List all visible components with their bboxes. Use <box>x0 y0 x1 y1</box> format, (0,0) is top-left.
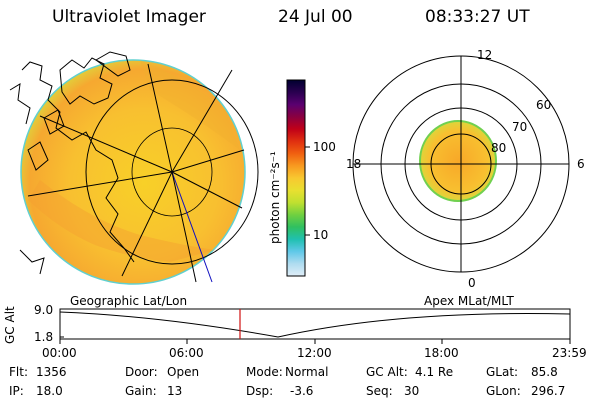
gain-value: 13 <box>167 384 183 398</box>
mlt-label-18: 18 <box>346 157 362 171</box>
gcalt-label: GC Alt: <box>366 365 408 379</box>
flt-value: 1356 <box>36 365 67 379</box>
gain-label: Gain: <box>125 384 157 398</box>
geographic-image <box>9 51 259 285</box>
dsp-value: -3.6 <box>290 384 314 398</box>
alt-xtick-1: 06:00 <box>169 346 204 360</box>
ip-value: 18.0 <box>36 384 63 398</box>
alt-xtick-4: 23:59 <box>552 346 587 360</box>
auroral-oval <box>419 120 497 202</box>
gcalt-value: 4.1 Re <box>415 365 454 379</box>
mlat-label-70: 70 <box>512 120 528 134</box>
mlt-label-12: 12 <box>477 48 493 62</box>
alt-ytick-top: 9.0 <box>34 303 54 317</box>
mlat-label-60: 60 <box>536 98 552 112</box>
altitude-plot <box>59 308 571 344</box>
geo-panel-label: Geographic Lat/Lon <box>70 294 188 308</box>
app-title: Ultraviolet Imager <box>52 7 206 27</box>
door-label: Door: <box>125 365 158 379</box>
ip-label: IP: <box>9 384 24 398</box>
mode-label: Mode: <box>246 365 283 379</box>
mode-value: Normal <box>285 365 329 379</box>
altitude-curve <box>59 311 571 338</box>
alt-xtick-3: 18:00 <box>424 346 459 360</box>
mlat-label-80: 80 <box>491 141 507 155</box>
seq-label: Seq: <box>366 384 393 398</box>
time-label: 08:33:27 UT <box>425 7 530 27</box>
mlt-label-0: 0 <box>468 276 476 290</box>
seq-value: 30 <box>404 384 420 398</box>
colorbar-tick-10: 10 <box>313 228 329 242</box>
colorbar <box>286 79 310 277</box>
glon-value: 296.7 <box>531 384 566 398</box>
glon-label: GLon: <box>486 384 521 398</box>
flt-label: Flt: <box>9 365 28 379</box>
alt-plot-ylabel: GC Alt <box>3 306 17 344</box>
date-label: 24 Jul 00 <box>278 7 353 27</box>
alt-ytick-bottom: 1.8 <box>34 330 54 344</box>
door-value: Open <box>167 365 200 379</box>
glat-label: GLat: <box>486 365 519 379</box>
polar-panel-label: Apex MLat/MLT <box>424 294 514 308</box>
mlt-label-6: 6 <box>577 157 585 171</box>
dsp-label: Dsp: <box>246 384 274 398</box>
glat-value: 85.8 <box>531 365 558 379</box>
colorbar-tick-100: 100 <box>313 140 336 154</box>
polar-plot <box>352 55 570 273</box>
alt-xtick-2: 12:00 <box>297 346 332 360</box>
colorbar-unit-label: photon cm⁻²s⁻¹ <box>268 151 282 244</box>
alt-xtick-0: 00:00 <box>42 346 77 360</box>
